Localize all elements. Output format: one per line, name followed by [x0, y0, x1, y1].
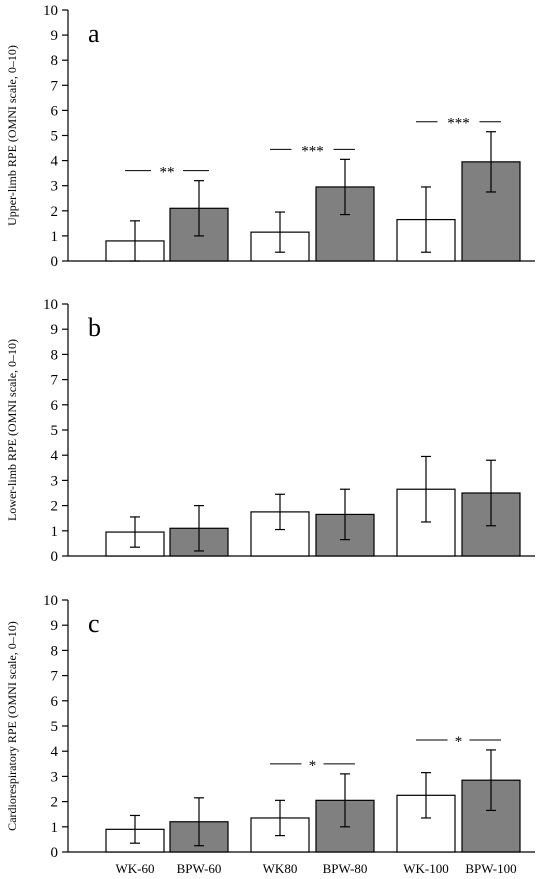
- x-category-label: BPW-80: [323, 861, 368, 876]
- y-tick-label: 8: [51, 643, 59, 659]
- y-tick-label: 0: [51, 845, 59, 861]
- y-tick-label: 5: [51, 423, 59, 439]
- y-tick-label: 10: [43, 593, 58, 609]
- y-tick-label: 9: [51, 618, 59, 634]
- panel-label: a: [88, 19, 100, 48]
- y-tick-label: 2: [51, 204, 59, 220]
- chart-panel-b: 0 1 2 3 4 5 6 7 8 9 10 Lower-limb RPE (OMNI scale, …: [5, 297, 535, 565]
- y-tick-label: 3: [51, 473, 59, 489]
- significance-marker: ***: [301, 143, 324, 159]
- x-category-label: BPW-60: [177, 861, 222, 876]
- panel-label: b: [88, 313, 101, 342]
- y-tick-label: 6: [51, 694, 59, 710]
- y-tick-label: 1: [51, 524, 59, 540]
- y-tick-label: 8: [51, 347, 59, 363]
- y-tick-label: 4: [51, 448, 59, 464]
- x-category-label: WK-100: [403, 861, 449, 876]
- y-tick-label: 9: [51, 322, 59, 338]
- y-tick-label: 7: [51, 78, 59, 94]
- y-tick-label: 5: [51, 719, 59, 735]
- y-tick-label: 1: [51, 229, 59, 245]
- significance-marker: *: [455, 734, 463, 750]
- y-tick-label: 6: [51, 398, 59, 414]
- x-category-label: BPW-100: [465, 861, 516, 876]
- y-tick-label: 10: [43, 297, 58, 313]
- y-axis-label: Upper-limb RPE (OMNI scale, 0–10): [5, 45, 19, 226]
- y-tick-label: 7: [51, 669, 59, 685]
- panel-label: c: [88, 609, 100, 638]
- chart-panel-c: 0 1 2 3 4 5 6 7 8 9 10 Cardiorespiratory RPE (OMNI …: [5, 593, 535, 861]
- y-axis-label: Lower-limb RPE (OMNI scale, 0–10): [5, 339, 19, 521]
- y-tick-label: 3: [51, 769, 59, 785]
- y-axis-label: Cardiorespiratory RPE (OMNI scale, 0–10): [5, 621, 19, 831]
- significance-marker: **: [160, 165, 175, 181]
- y-tick-label: 7: [51, 373, 59, 389]
- significance-marker: ***: [447, 116, 470, 132]
- y-tick-label: 9: [51, 28, 59, 44]
- significance-marker: *: [309, 758, 317, 774]
- y-tick-label: 0: [51, 254, 59, 270]
- y-tick-label: 10: [43, 3, 58, 19]
- y-tick-label: 2: [51, 795, 59, 811]
- y-tick-label: 8: [51, 53, 59, 69]
- y-tick-label: 0: [51, 549, 59, 565]
- y-tick-label: 5: [51, 129, 59, 145]
- x-category-label: WK-60: [116, 861, 155, 876]
- y-tick-label: 6: [51, 103, 59, 119]
- y-tick-label: 3: [51, 179, 59, 195]
- y-tick-label: 2: [51, 499, 59, 515]
- x-category-label: WK80: [263, 861, 298, 876]
- y-tick-label: 4: [51, 154, 59, 170]
- y-tick-label: 1: [51, 820, 59, 836]
- chart-panel-a: 0 1 2 3 4 5 6 7 8 9 10 Upper-limb RPE (OMNI scale, …: [5, 3, 535, 270]
- y-tick-label: 4: [51, 744, 59, 760]
